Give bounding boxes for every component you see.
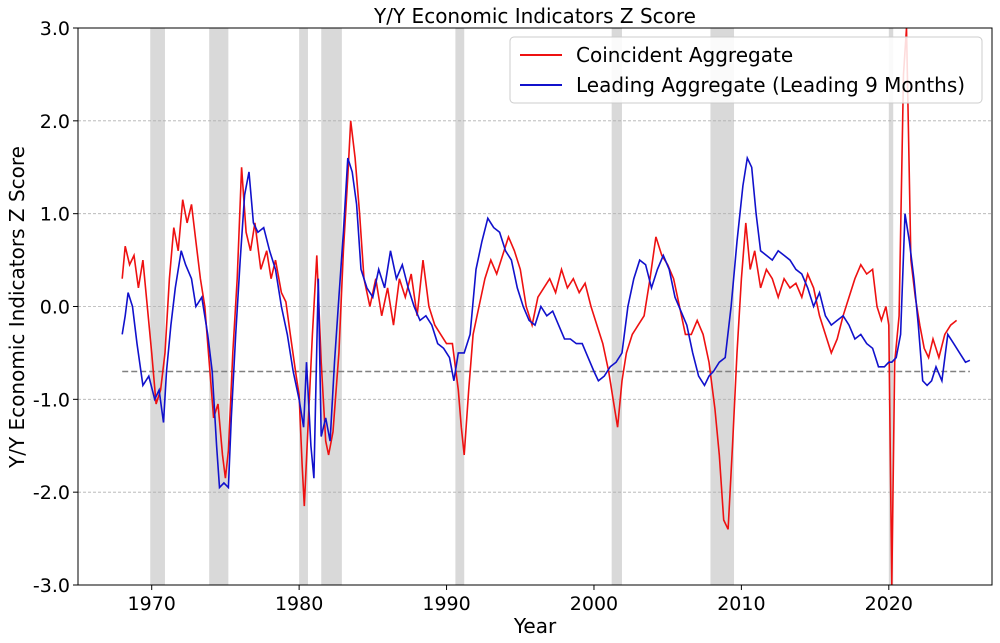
y-tick-label: 1.0 — [40, 204, 70, 226]
legend-box — [509, 36, 983, 104]
x-tick-label: 1970 — [128, 593, 176, 615]
y-tick-label: -3.0 — [33, 575, 70, 597]
recession-band-0 — [150, 28, 165, 585]
y-axis-ticks: -3.0 -2.0 -1.0 0.0 1.0 2.0 3.0 — [33, 18, 78, 597]
recession-bands — [150, 28, 894, 585]
gridlines — [78, 120, 992, 493]
series-line-leading — [121, 155, 971, 490]
series-line-coincident — [121, 27, 958, 586]
legend-label-coincident: Coincident Aggregate — [576, 43, 793, 67]
y-tick-label: -1.0 — [33, 389, 70, 411]
chart-title: Y/Y Economic Indicators Z Score — [373, 4, 696, 28]
y-tick-label: 0.0 — [40, 297, 70, 319]
y-tick-label: -2.0 — [33, 482, 70, 504]
recession-band-7 — [888, 28, 894, 585]
x-tick-label: 2010 — [717, 593, 765, 615]
recession-band-6 — [710, 28, 735, 585]
x-tick-label: 2000 — [570, 593, 618, 615]
y-axis-label: Y/Y Economic Indicators Z Score — [5, 146, 29, 469]
y-tick-label: 2.0 — [40, 111, 70, 133]
x-tick-label: 1980 — [275, 593, 323, 615]
recession-band-5 — [611, 28, 622, 585]
legend-label-leading: Leading Aggregate (Leading 9 Months) — [576, 73, 965, 97]
legend: Coincident Aggregate Leading Aggregate (… — [509, 36, 983, 104]
x-axis-label: Year — [513, 614, 557, 638]
x-tick-label: 1990 — [422, 593, 470, 615]
x-axis-ticks: 1970 1980 1990 2000 2010 2020 — [128, 585, 913, 615]
x-tick-label: 2020 — [865, 593, 913, 615]
y-tick-label: 3.0 — [40, 18, 70, 40]
series-layer — [121, 27, 971, 586]
